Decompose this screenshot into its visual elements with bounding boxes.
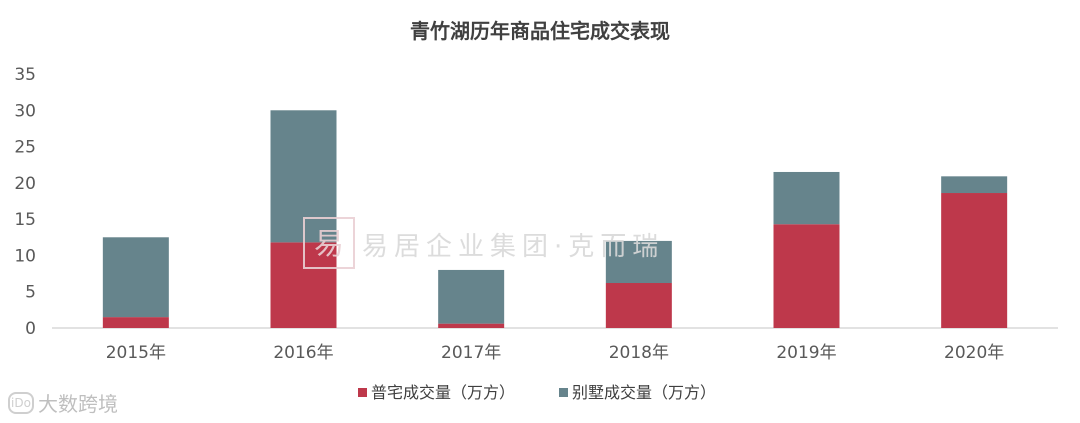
bar-ordinary-6 [941,193,1008,328]
bar-villa-4 [605,240,672,284]
bar-ordinary-1 [102,317,169,328]
y-tick-label: 25 [14,138,36,158]
y-tick-label: 10 [14,246,36,266]
y-tick-label: 35 [14,65,36,85]
corner-watermark: iDo 大数跨境 [8,388,118,417]
x-axis-labels: 2015年 2016年 2017年 2018年 2019年 2020年 [106,343,1005,363]
watermark-logo: 易 [314,227,344,262]
chart-title: 青竹湖历年商品住宅成交表现 [410,19,670,43]
bar-ordinary-4 [605,283,672,328]
corner-watermark-logo: iDo [8,391,34,414]
x-tick-label: 2018年 [609,343,669,363]
x-tick-label: 2015年 [106,343,166,363]
bar-villa-1 [102,237,169,318]
watermark-text: 易居企业集团·克而瑞 [362,232,664,262]
y-tick-label: 0 [25,319,36,339]
legend-label-1: 普宅成交量（万方） [371,383,515,402]
bars-group [102,110,1008,328]
x-tick-label: 2016年 [273,343,333,363]
x-tick-label: 2020年 [944,343,1004,363]
y-tick-label: 15 [14,210,36,230]
legend: 普宅成交量（万方） 别墅成交量（万方） [358,383,716,402]
bar-villa-5 [773,171,840,225]
y-tick-label: 20 [14,174,36,194]
y-axis-ticks: 0 5 10 15 20 25 30 35 [14,65,36,339]
x-tick-label: 2017年 [441,343,501,363]
y-tick-label: 5 [25,283,36,303]
x-tick-label: 2019年 [776,343,836,363]
bar-ordinary-5 [773,224,840,328]
legend-swatch-1 [358,388,367,397]
watermark: 易 易居企业集团·克而瑞 [303,217,664,269]
bar-villa-3 [438,269,505,324]
legend-swatch-2 [559,388,568,397]
watermark-logo-box [303,217,355,269]
bar-villa-6 [941,176,1008,194]
bar-ordinary-3 [438,323,505,328]
corner-watermark-text: 大数跨境 [38,392,118,416]
y-tick-label: 30 [14,101,36,121]
legend-label-2: 别墅成交量（万方） [572,383,716,402]
